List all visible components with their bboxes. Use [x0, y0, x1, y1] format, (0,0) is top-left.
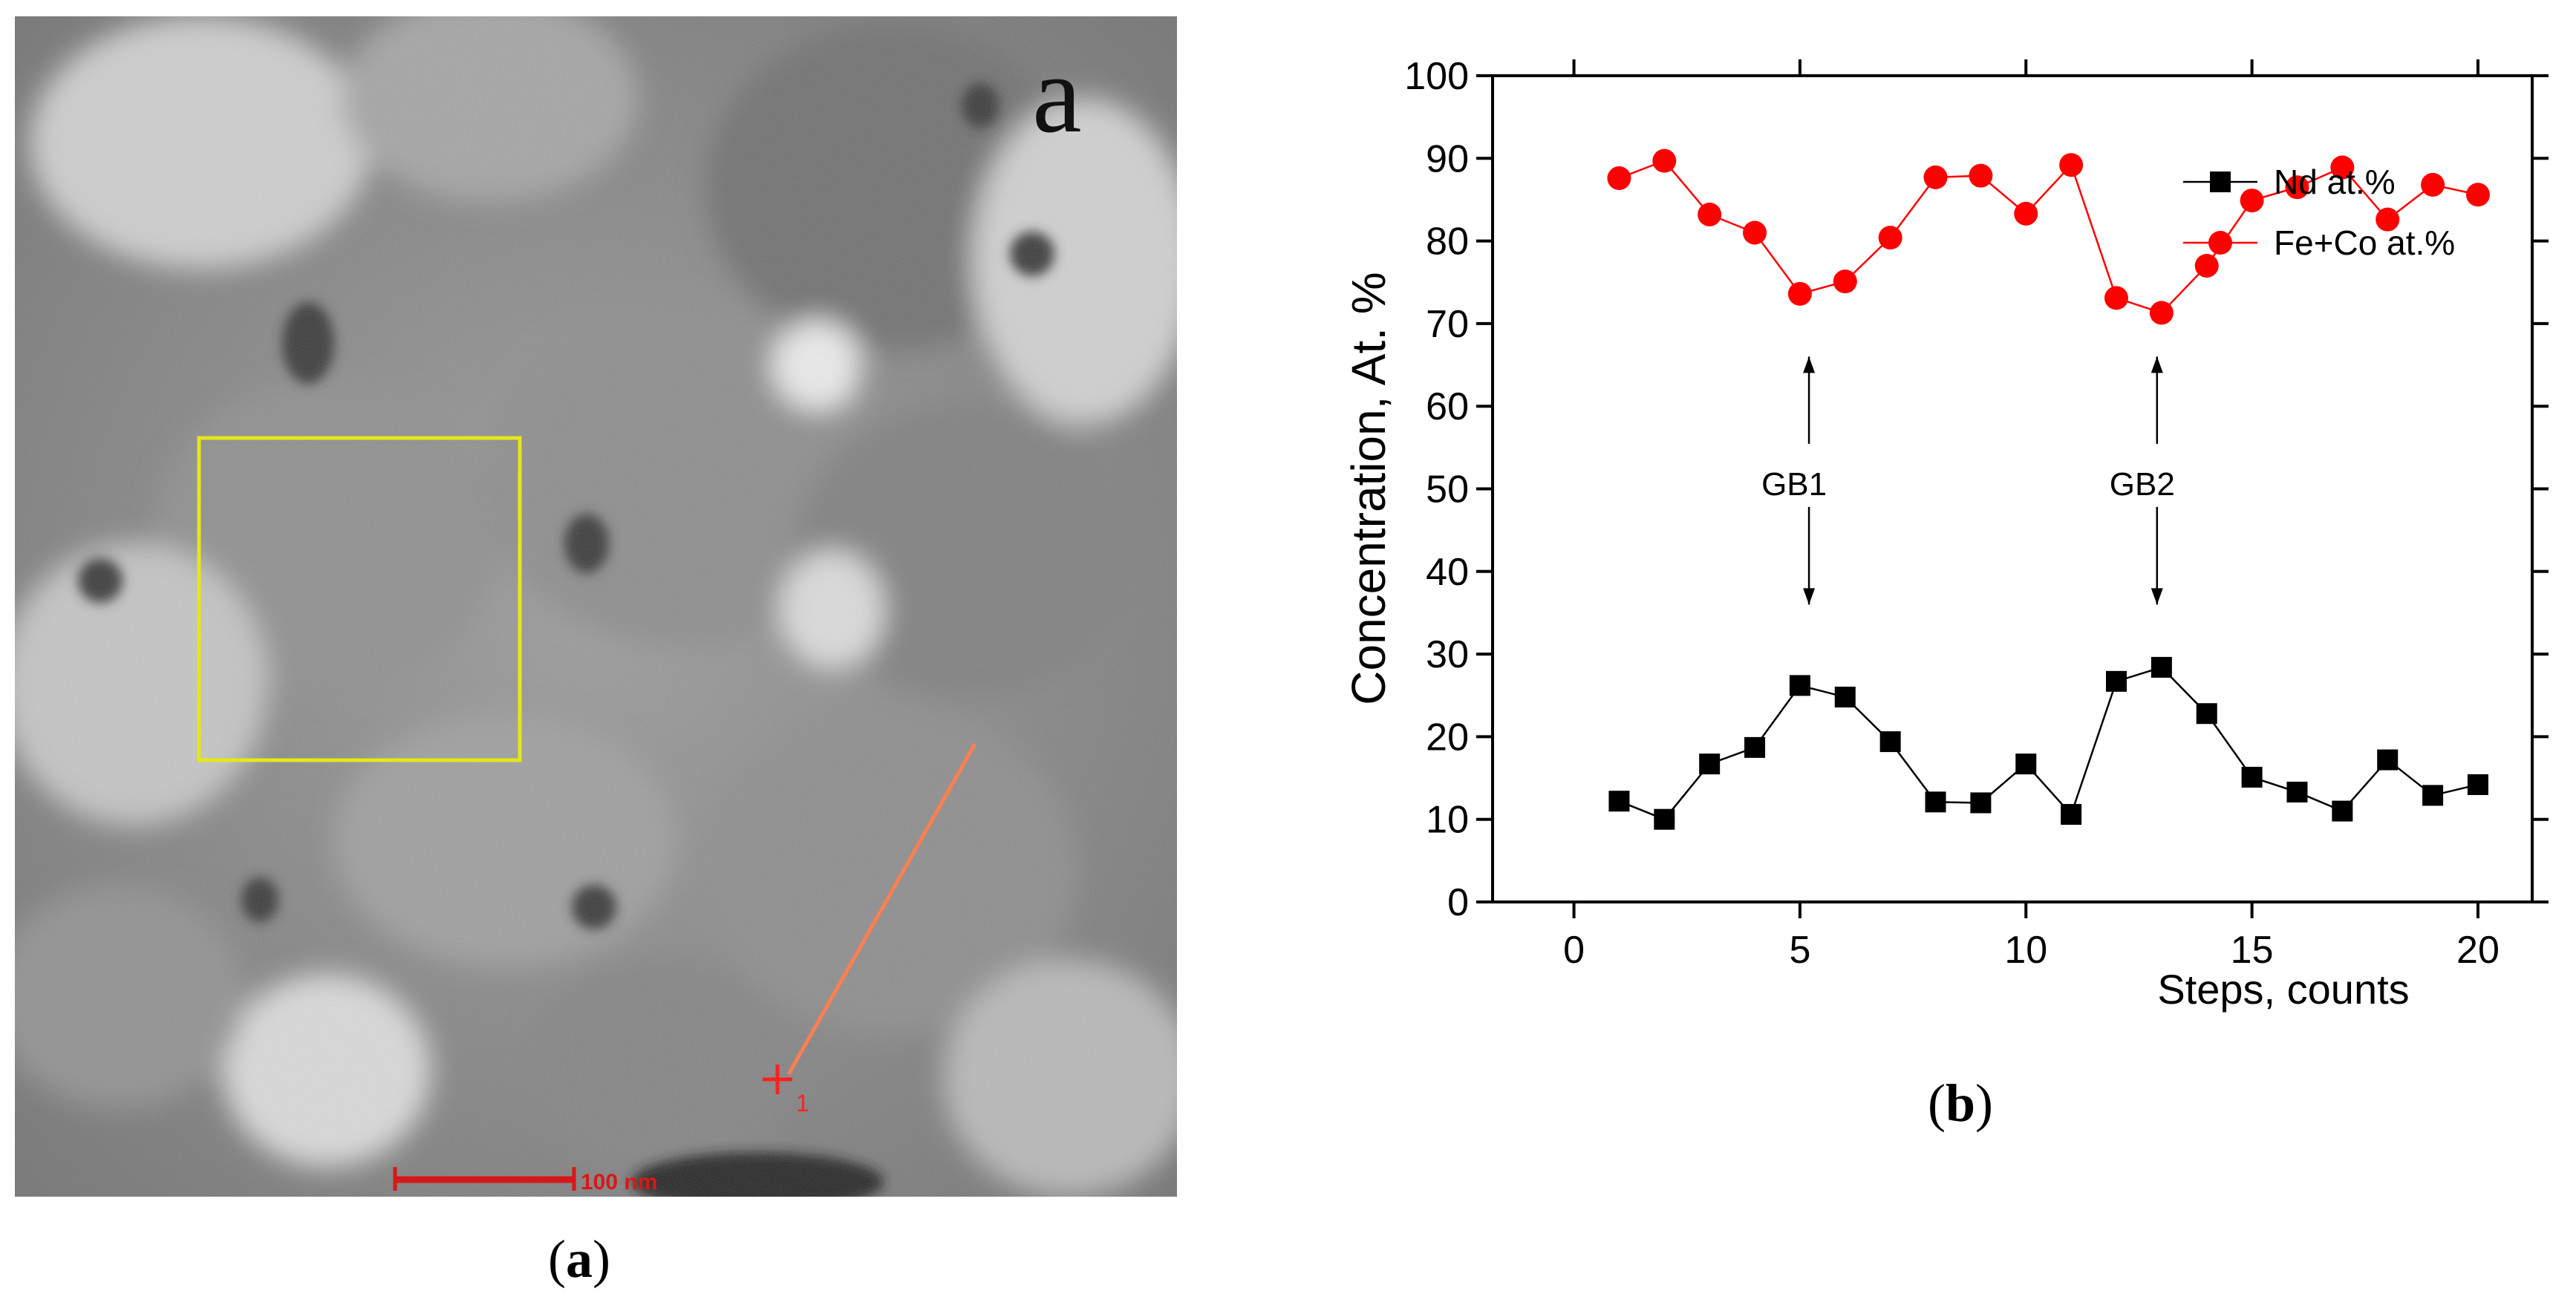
y-tick-label: 90 — [1426, 137, 1469, 180]
data-point-nd — [1654, 808, 1675, 830]
y-tick-label: 80 — [1426, 220, 1469, 264]
data-point-fe-co — [1698, 202, 1722, 226]
y-tick-label: 40 — [1426, 551, 1469, 594]
data-point-fe-co — [1652, 148, 1677, 173]
data-point-fe-co — [2465, 183, 2490, 207]
data-point-nd — [2422, 785, 2444, 806]
data-point-nd — [2196, 703, 2217, 725]
data-point-fe-co — [1607, 166, 1631, 191]
data-point-fe-co — [1923, 165, 1948, 189]
y-tick-label: 10 — [1426, 799, 1469, 842]
data-point-fe-co — [2059, 153, 2084, 177]
x-tick-label: 15 — [2231, 929, 2274, 972]
panel-b-caption: (b) — [1886, 1073, 2035, 1134]
annotations: GB1 GB2 — [1761, 356, 2175, 605]
legend-label: Nd at.% — [2274, 163, 2396, 201]
x-tick-label: 5 — [1789, 929, 1810, 972]
data-point-nd — [1744, 736, 1766, 758]
annotation-label: GB1 — [1761, 466, 1827, 503]
data-point-fe-co — [1969, 163, 1993, 188]
data-point-nd — [2241, 766, 2263, 788]
data-point-nd — [2106, 670, 2127, 692]
data-point-fe-co — [2421, 172, 2445, 197]
data-point-nd — [1970, 792, 1992, 814]
data-point-fe-co — [2104, 286, 2128, 310]
y-tick-label: 70 — [1426, 303, 1469, 346]
data-point-nd — [2286, 781, 2308, 802]
point-marker-label: 1 — [796, 1090, 809, 1117]
data-point-fe-co — [2330, 155, 2355, 180]
y-axis-ticks: 0 10 20 30 40 50 60 70 80 90 100 — [1404, 55, 2549, 924]
y-tick-label: 20 — [1426, 716, 1469, 759]
y-tick-label: 0 — [1447, 881, 1469, 924]
data-point-fe-co — [2376, 207, 2400, 232]
selection-box — [197, 436, 522, 762]
panel-b-caption-close: ) — [1975, 1073, 1993, 1133]
concentration-chart: 0 10 20 30 40 50 60 70 80 90 100 0 5 10 15 20 Concentr… — [1342, 55, 2549, 1013]
panel-a-caption: (a) — [505, 1229, 653, 1290]
panel-a-caption-close: ) — [593, 1229, 610, 1289]
series-layer — [1607, 148, 2490, 830]
data-point-fe-co — [1787, 281, 1812, 306]
data-point-fe-co — [1743, 220, 1767, 245]
data-point-fe-co — [1833, 269, 1857, 294]
data-point-nd — [1925, 791, 1946, 813]
data-point-nd — [2151, 656, 2172, 678]
y-axis-label: Concentration, At. % — [1342, 272, 1395, 704]
annotation-label: GB2 — [2110, 466, 2175, 503]
panel-a-caption-letter: a — [566, 1229, 593, 1289]
annotation-arrowhead-up — [1803, 356, 1816, 373]
annotation-arrowhead-down — [2151, 588, 2163, 605]
legend-marker-fe-co — [2208, 231, 2232, 255]
data-point-nd — [2061, 804, 2082, 825]
data-point-fe-co — [2014, 201, 2038, 226]
y-tick-label: 100 — [1404, 55, 1469, 98]
data-point-fe-co — [2285, 175, 2309, 200]
x-tick-label: 10 — [2004, 929, 2047, 972]
y-tick-label: 30 — [1426, 633, 1469, 676]
data-point-fe-co — [1878, 226, 1902, 250]
data-point-nd — [2015, 753, 2037, 775]
x-tick-label: 20 — [2456, 929, 2500, 972]
scale-bar: 100 nm — [393, 1167, 657, 1194]
data-point-fe-co — [2240, 189, 2264, 213]
panel-a-caption-open: ( — [548, 1229, 566, 1289]
data-point-nd — [2377, 749, 2399, 771]
panel-b-caption-open: ( — [1927, 1073, 1946, 1133]
data-point-nd — [2467, 774, 2488, 795]
data-point-nd — [1879, 731, 1901, 753]
data-point-fe-co — [2149, 301, 2174, 325]
data-point-fe-co — [2194, 253, 2219, 278]
scan-line — [786, 742, 977, 1076]
x-tick-label: 0 — [1563, 929, 1585, 972]
legend-label: Fe+Co at.% — [2274, 223, 2455, 262]
data-point-nd — [1834, 686, 1856, 707]
y-tick-label: 60 — [1426, 385, 1469, 428]
x-axis-label: Steps, counts — [2157, 966, 2409, 1013]
data-point-nd — [1608, 791, 1630, 812]
data-point-nd — [1699, 753, 1721, 775]
y-tick-label: 50 — [1426, 468, 1469, 511]
x-axis-ticks: 0 5 10 15 20 — [1563, 59, 2500, 972]
annotation-arrowhead-down — [1803, 588, 1816, 605]
data-point-nd — [2332, 800, 2353, 822]
scale-bar-label: 100 nm — [581, 1170, 657, 1194]
panel-b-caption-letter: b — [1945, 1073, 1976, 1133]
data-point-nd — [1789, 675, 1810, 696]
legend-marker-nd — [2210, 171, 2231, 192]
corner-label: a — [1032, 33, 1082, 156]
annotation-arrowhead-up — [2151, 356, 2163, 373]
legend: Nd at.% Fe+Co at.% — [2183, 163, 2455, 262]
point-marker — [763, 1065, 792, 1094]
micrograph-image: a 1 100 nm — [15, 16, 1177, 1197]
